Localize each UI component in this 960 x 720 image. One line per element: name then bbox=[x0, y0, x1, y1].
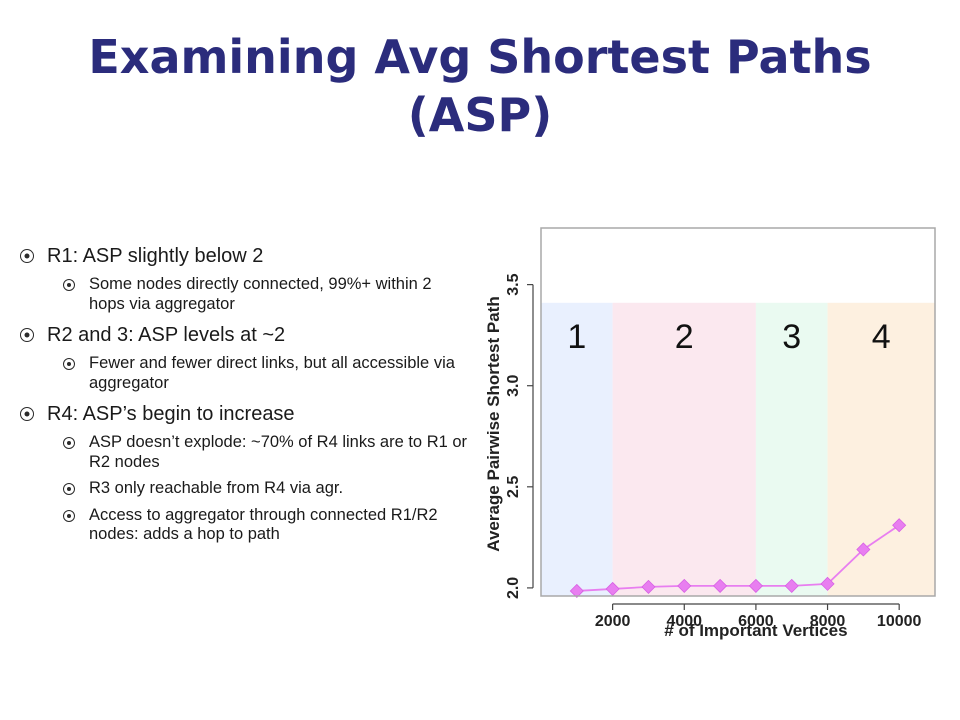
region-band bbox=[541, 302, 613, 596]
plot-frame bbox=[540, 227, 936, 597]
data-point bbox=[641, 579, 656, 594]
circle-bullet-icon bbox=[20, 328, 34, 342]
region-band bbox=[827, 302, 935, 596]
title-line-1: Examining Avg Shortest Paths bbox=[88, 30, 872, 84]
y-tick-label: 2.5 bbox=[505, 476, 522, 498]
sub-bullet-text: ASP doesn’t explode: ~70% of R4 links ar… bbox=[89, 433, 468, 471]
data-point bbox=[713, 578, 728, 593]
sub-bullet-item: R3 only reachable from R4 via agr. bbox=[63, 479, 470, 499]
region-label: 4 bbox=[872, 318, 891, 356]
series-line bbox=[576, 524, 900, 592]
circle-bullet-icon bbox=[63, 437, 75, 449]
data-point bbox=[892, 518, 907, 533]
region-label: 2 bbox=[675, 318, 694, 356]
x-axis-label: # of Important Vertices bbox=[664, 621, 847, 640]
sub-bullet-text: Some nodes directly connected, 99%+ with… bbox=[89, 275, 432, 313]
data-point bbox=[856, 542, 871, 557]
bullet-item: R4: ASP’s begin to increase bbox=[20, 402, 470, 426]
region-label: 1 bbox=[567, 318, 586, 356]
y-tick-label: 3.0 bbox=[505, 374, 522, 396]
data-point bbox=[677, 578, 692, 593]
circle-bullet-icon bbox=[63, 509, 75, 522]
region-bands bbox=[541, 302, 935, 596]
sub-bullet-text: Access to aggregator through connected R… bbox=[89, 505, 438, 544]
region-band bbox=[612, 302, 756, 596]
circle-bullet-icon bbox=[63, 483, 75, 495]
sub-bullet-item: Access to aggregator through connected R… bbox=[63, 506, 470, 545]
region-labels: 1 2 3 4 bbox=[567, 318, 890, 356]
sub-bullet-item: Fewer and fewer direct links, but all ac… bbox=[63, 354, 470, 393]
sub-bullet-text: R3 only reachable from R4 via agr. bbox=[89, 479, 344, 497]
title-line-2: (ASP) bbox=[407, 88, 553, 142]
bullet-text: R2 and 3: ASP levels at ~2 bbox=[47, 324, 286, 346]
sub-bullet-item: ASP doesn’t explode: ~70% of R4 links ar… bbox=[63, 433, 470, 472]
data-point bbox=[820, 576, 835, 591]
region-band bbox=[755, 302, 828, 596]
x-tick-label: 10000 bbox=[877, 613, 922, 630]
x-tick-label: 2000 bbox=[595, 613, 631, 630]
slide-title: Examining Avg Shortest Paths (ASP) bbox=[20, 28, 940, 144]
series-points bbox=[569, 518, 907, 599]
data-point bbox=[784, 578, 799, 593]
y-axis: 2.0 2.5 3.0 3.5 bbox=[505, 273, 534, 599]
circle-bullet-icon bbox=[63, 279, 75, 291]
x-axis: 2000 4000 6000 8000 10000 bbox=[595, 603, 922, 630]
bullet-list: R1: ASP slightly below 2 Some nodes dire… bbox=[20, 244, 470, 545]
sub-bullet-item: Some nodes directly connected, 99%+ with… bbox=[63, 275, 470, 314]
x-tick-label: 8000 bbox=[810, 613, 846, 630]
bullet-item: R1: ASP slightly below 2 bbox=[20, 244, 470, 268]
circle-bullet-icon bbox=[20, 249, 34, 263]
bullet-text: R1: ASP slightly below 2 bbox=[47, 245, 264, 267]
y-axis-label: Average Pairwise Shortest Path bbox=[484, 296, 503, 551]
sub-bullet-text: Fewer and fewer direct links, but all ac… bbox=[89, 354, 455, 392]
region-label: 3 bbox=[782, 318, 801, 356]
data-point bbox=[748, 578, 763, 593]
y-tick-label: 2.0 bbox=[505, 577, 522, 599]
bullet-text: R4: ASP’s begin to increase bbox=[47, 403, 295, 425]
x-tick-label: 6000 bbox=[738, 613, 774, 630]
circle-bullet-icon bbox=[63, 358, 75, 370]
data-point bbox=[569, 583, 584, 599]
y-tick-label: 3.5 bbox=[505, 273, 522, 295]
x-tick-label: 4000 bbox=[666, 613, 702, 630]
circle-bullet-icon bbox=[20, 407, 34, 421]
bullet-item: R2 and 3: ASP levels at ~2 bbox=[20, 323, 470, 347]
